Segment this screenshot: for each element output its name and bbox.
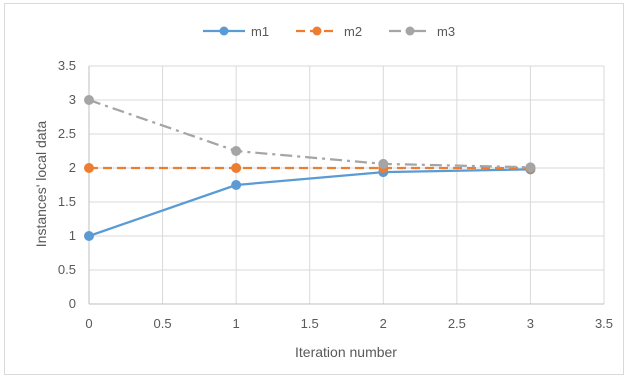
legend-marker-m2 [312,26,322,36]
tick-labels: 0 0.5 1 1.5 2 2.5 3 3.5 0 0.5 1 1.5 2 2.5 3 3.5 [58,58,613,331]
y-axis-title: Instances' local data [33,121,49,248]
y-tick-label: 2.5 [58,126,76,141]
legend-label-m3: m3 [437,24,455,39]
axes [88,66,604,305]
x-tick-label: 3 [527,316,534,331]
plot-series [84,95,536,241]
x-tick-label: 2 [380,316,387,331]
x-tick-label: 1 [233,316,240,331]
data-point-m3 [231,146,242,156]
y-tick-label: 3 [69,92,76,107]
x-tick-label: 0.5 [154,316,172,331]
y-tick-label: 1 [69,228,76,243]
data-point-m2 [84,163,94,173]
x-tick-label: 3.5 [595,316,613,331]
data-point-m1 [231,180,242,190]
gridlines [89,65,605,304]
y-tick-label: 0 [69,296,76,311]
legend: m1 m2 m3 [203,24,455,39]
data-point-m2 [231,163,242,173]
legend-marker-m1 [219,26,229,36]
legend-label-m1: m1 [251,24,269,39]
chart-area [4,3,624,375]
y-tick-label: 0.5 [58,262,76,277]
legend-label-m2: m2 [344,24,362,39]
data-point-m1 [84,231,94,241]
x-tick-label: 1.5 [301,316,319,331]
legend-marker-m3 [405,26,415,36]
x-tick-label: 0 [85,316,92,331]
y-tick-label: 2 [69,160,76,175]
series-line-m1 [88,168,531,238]
y-tick-label: 1.5 [58,194,76,209]
x-tick-label: 2.5 [448,316,466,331]
data-point-m3 [378,158,389,169]
data-point-m3 [525,162,536,173]
data-point-m3 [84,95,94,105]
x-axis-title: Iteration number [295,344,397,360]
y-tick-label: 3.5 [58,58,76,73]
series-line-m3 [88,98,531,169]
